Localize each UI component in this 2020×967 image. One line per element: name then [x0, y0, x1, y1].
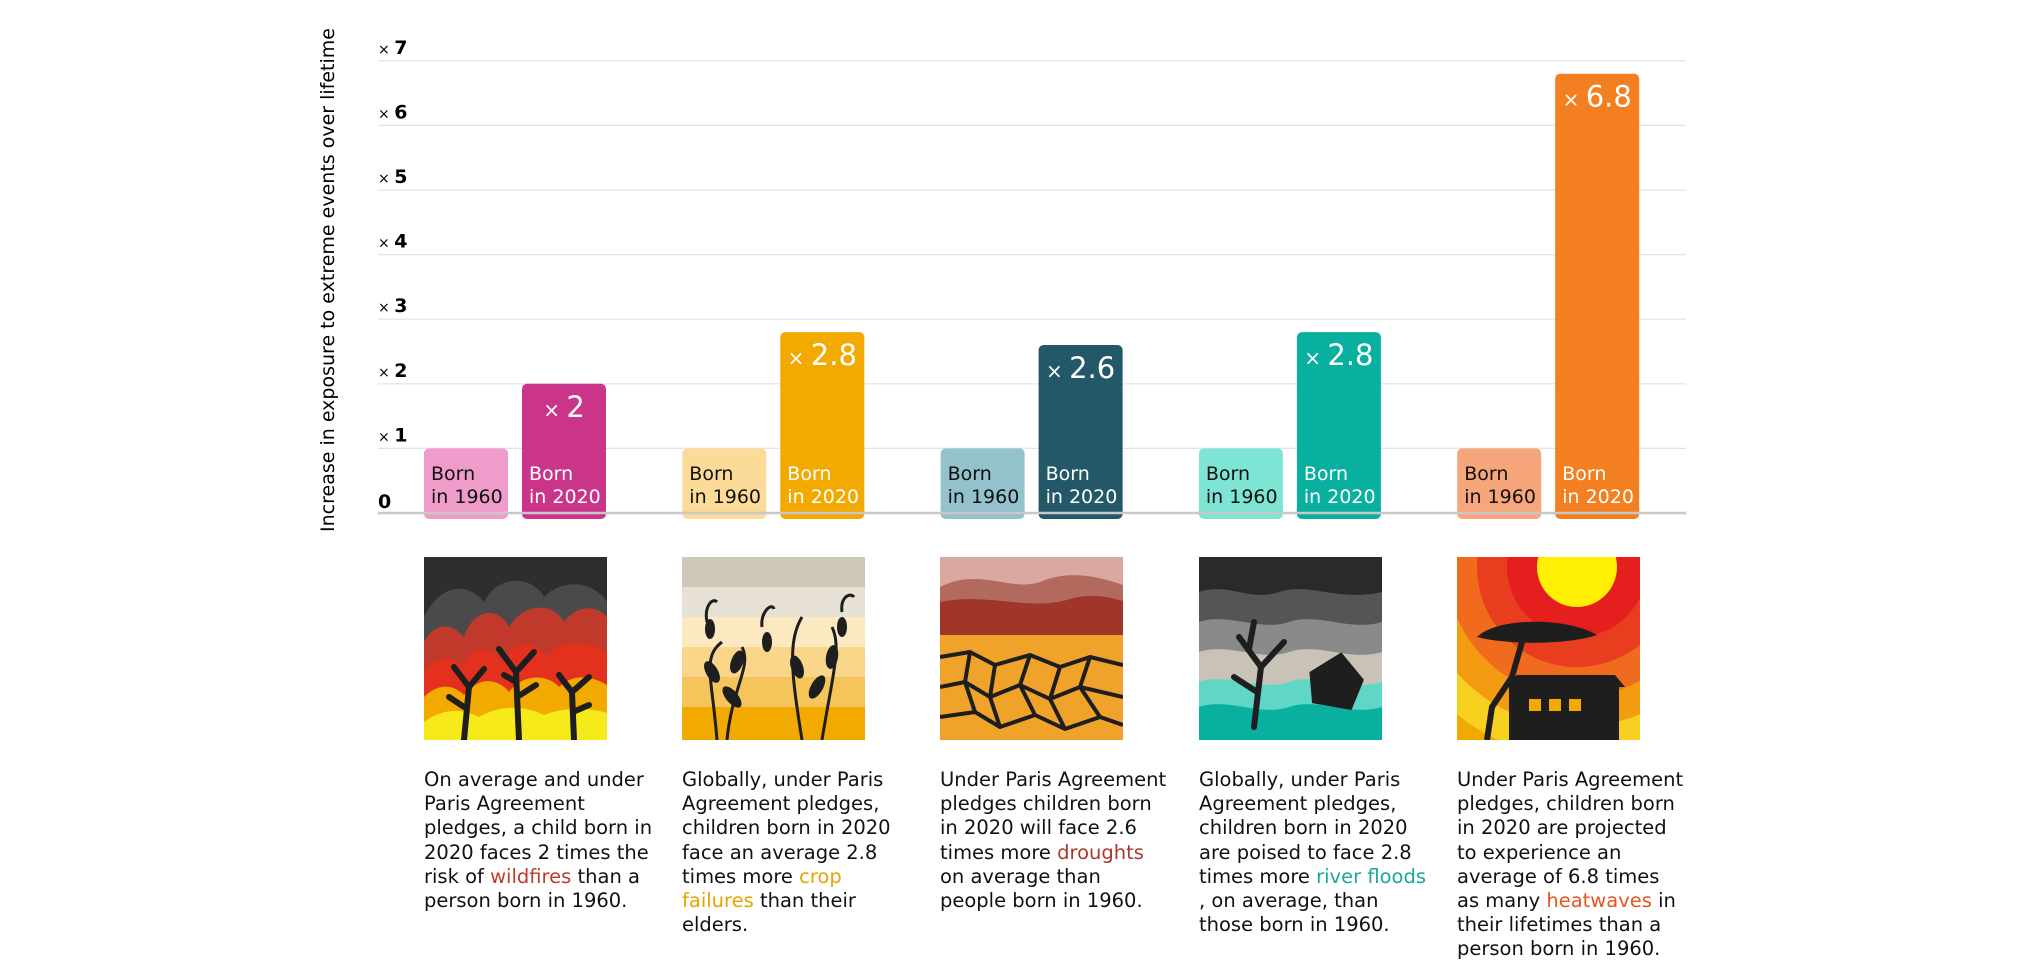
description-crop-failures: Globally, under Paris Agreement pledges,… [682, 768, 912, 937]
description-heatwaves: Under Paris Agreement pledges, children … [1457, 768, 1687, 962]
highlight-droughts: droughts [1057, 840, 1144, 864]
description-text: than their elders. [682, 889, 856, 937]
y-axis-label: Increase in exposure to extreme events o… [317, 28, 339, 532]
bar [1038, 345, 1123, 519]
bar [1555, 73, 1640, 519]
description-text: Globally, under Paris Agreement pledges,… [1199, 768, 1412, 888]
bar-label-line2: in 2020 [787, 486, 859, 508]
description-text: in their lifetimes than a person born in… [1457, 889, 1676, 961]
description-text: Under Paris Agreement pledges children b… [940, 768, 1167, 864]
bar-label-line1: Born [1304, 463, 1348, 485]
y-tick-label: 0 [378, 491, 391, 513]
bar [1198, 448, 1283, 519]
y-tick-label: × 4 [378, 231, 407, 253]
bar-label-line2: in 2020 [529, 486, 601, 508]
drought-icon [940, 557, 1123, 740]
y-axis-ticks: 0 × 1 × 2 × 3 × 4 × 5 × 6 × 7 [378, 37, 407, 513]
bar [522, 383, 606, 519]
bar-base [940, 507, 1025, 513]
description-text: than a person born in 1960. [424, 864, 640, 913]
bar [1296, 332, 1381, 519]
bar-label-line2: in 2020 [1562, 486, 1634, 508]
bar-label-line2: in 2020 [1304, 486, 1376, 508]
bar-base [1296, 507, 1381, 513]
bar-label-line1: Born [1562, 463, 1606, 485]
y-tick-label: × 1 [378, 424, 407, 446]
bar-base [424, 507, 508, 513]
bar [1457, 448, 1542, 519]
heatwave-icon [1457, 557, 1640, 740]
bar-base [1457, 507, 1542, 513]
bar [780, 332, 865, 519]
data-label: × 2.8 [788, 338, 857, 372]
highlight-wildfires: wildfires [490, 864, 572, 888]
bar-label-line1: Born [689, 463, 733, 485]
bar-label-line1: Born [1464, 463, 1508, 485]
bar-label-line2: in 1960 [1464, 486, 1536, 508]
bar-base [780, 507, 865, 513]
bar-base [1198, 507, 1283, 513]
bar-base [522, 507, 606, 513]
y-tick-label: × 7 [378, 37, 407, 59]
bar-label-line1: Born [1206, 463, 1250, 485]
bar-label-line2: in 1960 [948, 486, 1020, 508]
highlight-crop-failures: crop failures [682, 864, 842, 913]
description-text: Globally, under Paris Agreement pledges,… [682, 768, 891, 888]
y-tick-label: × 3 [378, 295, 407, 317]
y-tick-label: × 6 [378, 101, 407, 123]
bar-label-line2: in 1960 [1206, 486, 1278, 508]
description-text: , on average, than those born in 1960. [1199, 889, 1390, 937]
bar-chart: 0 × 1 × 2 × 3 × 4 × 5 × 6 × 7 Increase in expos… [317, 28, 1686, 532]
bar-label-line1: Born [787, 463, 831, 485]
description-wildfires: On average and under Paris Agreement ple… [424, 768, 654, 913]
crop-failure-icon [682, 557, 865, 740]
description-droughts: Under Paris Agreement pledges children b… [940, 768, 1170, 913]
bar-label-line2: in 1960 [689, 486, 761, 508]
bar-base [1555, 507, 1640, 513]
data-label: × 2.8 [1304, 338, 1373, 372]
bar [682, 448, 767, 519]
wildfire-icon [424, 557, 607, 740]
description-text: Under Paris Agreement pledges, children … [1457, 768, 1684, 913]
highlight-heatwaves: heatwaves [1546, 889, 1652, 913]
y-tick-label: × 5 [378, 166, 407, 188]
data-label: × 6.8 [1563, 80, 1632, 114]
y-tick-label: × 2 [378, 360, 407, 382]
description-text: On average and under Paris Agreement ple… [424, 768, 653, 888]
bar [940, 448, 1025, 519]
data-label: × 2 [543, 390, 585, 424]
description-text: on average than people born in 1960. [940, 864, 1143, 913]
river-flood-icon [1199, 557, 1382, 740]
bar-label-line1: Born [529, 463, 573, 485]
bar-label-line1: Born [431, 463, 475, 485]
bar-label-line2: in 1960 [431, 486, 503, 508]
bar-base [682, 507, 767, 513]
highlight-river-floods: river floods [1316, 864, 1426, 888]
bar-label-line1: Born [1046, 463, 1090, 485]
bar-base [1038, 507, 1123, 513]
bar-label-line2: in 2020 [1046, 486, 1118, 508]
description-river-floods: Globally, under Paris Agreement pledges,… [1199, 768, 1429, 937]
data-label: × 2.6 [1046, 351, 1115, 385]
bar [424, 448, 508, 519]
bar-label-line1: Born [948, 463, 992, 485]
